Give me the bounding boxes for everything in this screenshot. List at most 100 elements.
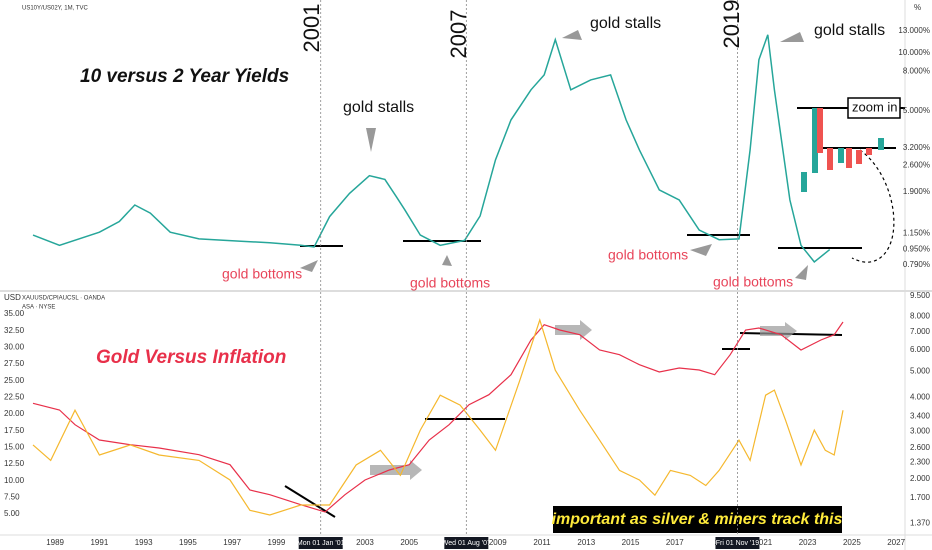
annotation: zoom in bbox=[852, 99, 898, 114]
x-tick-highlight bbox=[298, 537, 343, 549]
x-tick-label: 1989 bbox=[46, 538, 64, 547]
y2-tick-label: 7.000 bbox=[910, 327, 931, 336]
y2-tick-label: 4.000 bbox=[910, 393, 931, 402]
x-tick-highlight bbox=[444, 537, 489, 549]
x-tick-label: 2017 bbox=[666, 538, 684, 547]
annotation: 2007 bbox=[446, 10, 471, 59]
y2-tick-label: 9.500 bbox=[910, 291, 931, 300]
y-tick-label: 7.50 bbox=[4, 492, 20, 501]
arrows bbox=[300, 30, 808, 480]
y-tick-label: 10.00 bbox=[4, 476, 25, 485]
y2-tick-label: 8.000 bbox=[910, 311, 931, 320]
zoom-arrow bbox=[851, 149, 895, 263]
inset-candle bbox=[866, 148, 872, 155]
annotation: gold stalls bbox=[814, 22, 885, 39]
headline: 10 versus 2 Year Yields bbox=[80, 66, 289, 87]
y2-tick-label: 3.000 bbox=[910, 426, 931, 435]
series-line bbox=[32, 321, 844, 513]
x-tick-label: 2003 bbox=[356, 538, 374, 547]
x-tick-label: 2025 bbox=[843, 538, 861, 547]
y-tick-label: 30.00 bbox=[4, 342, 25, 351]
y-tick-label: 12.50 bbox=[4, 459, 25, 468]
y2-tick-label: 2.300 bbox=[910, 458, 931, 467]
x-tick-label: 2021 bbox=[754, 538, 772, 547]
x-tick-label: Fri 01 Nov '19 bbox=[716, 540, 759, 547]
arrow bbox=[562, 30, 582, 40]
x-tick-highlight bbox=[715, 537, 760, 549]
x-tick-label: 2009 bbox=[489, 538, 507, 547]
x-tick-label: Wed 01 Aug '07 bbox=[442, 540, 491, 547]
arrow bbox=[366, 128, 376, 152]
y2-tick-label: 1.370 bbox=[910, 518, 931, 527]
y-tick-label: 0.950% bbox=[903, 245, 930, 254]
y-tick-label: 3.200% bbox=[903, 143, 930, 152]
y-tick-label: 22.50 bbox=[4, 392, 25, 401]
series-line bbox=[32, 34, 831, 263]
y2-tick-label: 5.000 bbox=[910, 366, 931, 375]
y-tick-label: 27.50 bbox=[4, 359, 25, 368]
x-tick-label: 2015 bbox=[622, 538, 640, 547]
arrow bbox=[442, 255, 452, 266]
y-tick-label: 5.00 bbox=[4, 509, 20, 518]
inset-candle bbox=[812, 108, 818, 173]
arrow bbox=[300, 260, 318, 272]
x-tick-label: 2011 bbox=[533, 538, 551, 547]
inset-candle bbox=[838, 148, 844, 163]
legend-entry: XAUUSD/CPIAUCSL · OANDA bbox=[22, 296, 105, 302]
y-tick-label: 13.000% bbox=[898, 26, 930, 35]
y-tick-label: 35.00 bbox=[4, 309, 25, 318]
inset-candle bbox=[827, 148, 833, 170]
chart-title: US10Y/US02Y, 1M, TVC bbox=[22, 6, 88, 12]
annotation: gold stalls bbox=[343, 99, 414, 116]
zoom-inset bbox=[801, 97, 901, 192]
y2-tick-label: 2.000 bbox=[910, 474, 931, 483]
y2-tick-label: 1.700 bbox=[910, 493, 931, 502]
arrow bbox=[780, 32, 804, 42]
arrow bbox=[760, 322, 797, 340]
x-tick-label: 2005 bbox=[400, 538, 418, 547]
y-tick-label: 17.50 bbox=[4, 426, 25, 435]
y-axis-unit: USD bbox=[4, 293, 21, 302]
annotation-bottom: gold bottoms bbox=[222, 266, 302, 282]
x-tick-label: 2023 bbox=[799, 538, 817, 547]
headline: Gold Versus Inflation bbox=[96, 347, 286, 368]
note: important as silver & miners track this bbox=[552, 511, 843, 528]
y-tick-label: 1.900% bbox=[903, 187, 930, 196]
x-tick-label: 2027 bbox=[887, 538, 905, 547]
arrow bbox=[555, 320, 592, 340]
y2-tick-label: 6.000 bbox=[910, 345, 931, 354]
annotation-bottom: gold bottoms bbox=[713, 274, 793, 290]
annotation: 2019 bbox=[719, 0, 744, 48]
arrow bbox=[690, 244, 712, 256]
inset-candle bbox=[801, 172, 807, 192]
y-tick-label: 8.000% bbox=[903, 67, 930, 76]
arrow bbox=[795, 265, 808, 280]
annotation: gold stalls bbox=[590, 15, 661, 32]
x-tick-label: 1999 bbox=[268, 538, 286, 547]
annotation-bottom: gold bottoms bbox=[608, 247, 688, 263]
zoom-box bbox=[847, 97, 901, 119]
legend-entry: ASA · NYSE bbox=[22, 305, 55, 311]
y-tick-label: 25.00 bbox=[4, 376, 25, 385]
inset-candle bbox=[846, 148, 852, 168]
annotation-bottom: gold bottoms bbox=[410, 275, 490, 291]
y2-tick-label: 2.600 bbox=[910, 443, 931, 452]
series-line bbox=[32, 318, 844, 516]
y-tick-label: 15.00 bbox=[4, 442, 25, 451]
y-axis-unit: % bbox=[914, 3, 921, 12]
x-tick-label: 1991 bbox=[90, 538, 108, 547]
y-tick-label: 10.000% bbox=[898, 48, 930, 57]
inset-candle bbox=[856, 150, 862, 164]
annotation: 2001 bbox=[299, 4, 324, 53]
note-box bbox=[553, 506, 842, 533]
x-tick-label: 1997 bbox=[223, 538, 241, 547]
x-tick-label: 1995 bbox=[179, 538, 197, 547]
y-tick-label: 20.00 bbox=[4, 409, 25, 418]
x-tick-label: Mon 01 Jan '01 bbox=[297, 540, 345, 547]
inset-candle bbox=[817, 108, 823, 153]
y-tick-label: 0.790% bbox=[903, 260, 930, 269]
x-tick-label: 2013 bbox=[577, 538, 595, 547]
trend-line bbox=[284, 485, 336, 518]
